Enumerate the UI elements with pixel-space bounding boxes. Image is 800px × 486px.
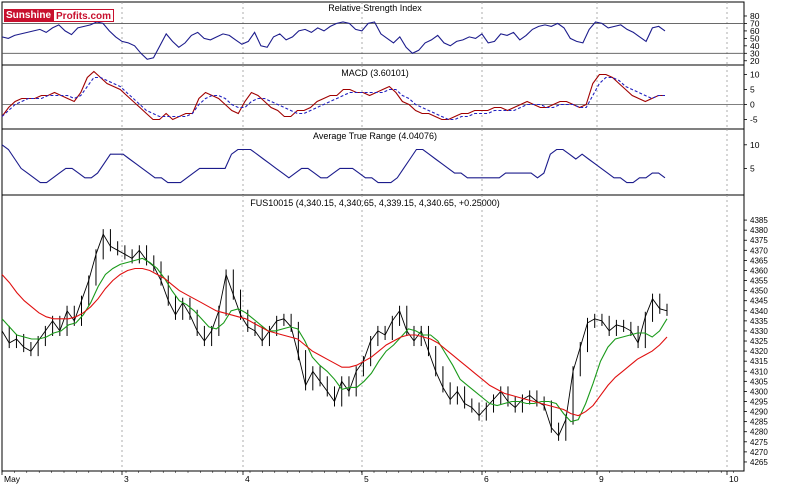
ytick-label-3-19: 4290 <box>750 408 768 417</box>
ytick-label-3-7: 4350 <box>750 287 768 296</box>
ytick-label-1-1: 5 <box>750 85 755 95</box>
ytick-label-3-20: 4285 <box>750 418 768 427</box>
ytick-label-3-12: 4325 <box>750 337 768 346</box>
ytick-label-3-9: 4340 <box>750 307 768 316</box>
ytick-label-3-4: 4365 <box>750 256 768 265</box>
ytick-label-3-8: 4345 <box>750 297 768 306</box>
price-title: FUS10015 (4,340.15, 4,340.65, 4,339.15, … <box>250 198 499 208</box>
ytick-label-3-13: 4320 <box>750 347 768 356</box>
ytick-label-3-3: 4370 <box>750 246 768 255</box>
ytick-label-3-11: 4330 <box>750 327 768 336</box>
ytick-label-3-22: 4275 <box>750 438 768 447</box>
ytick-label-3-15: 4310 <box>750 367 768 376</box>
series-line-1-0 <box>1 70 665 121</box>
ytick-label-3-18: 4295 <box>750 397 768 406</box>
ytick-label-2-0: 10 <box>750 140 760 150</box>
ytick-label-3-17: 4300 <box>750 387 768 396</box>
ytick-label-3-23: 4270 <box>750 448 768 457</box>
logo-part-1: Sunshine <box>4 9 54 22</box>
ytick-label-3-10: 4335 <box>750 317 768 326</box>
xtick-label-6: 10 <box>729 474 739 484</box>
xtick-label-5: 9 <box>599 474 604 484</box>
ytick-label-1-0: 10 <box>750 70 760 80</box>
ytick-label-3-16: 4305 <box>750 377 768 386</box>
ytick-label-0-1: 70 <box>750 18 760 28</box>
ytick-label-0-6: 20 <box>750 56 760 66</box>
rsi-title: Relative Strength Index <box>328 3 422 13</box>
ytick-label-3-6: 4355 <box>750 277 768 286</box>
ytick-label-0-5: 30 <box>750 48 760 58</box>
xtick-label-4: 6 <box>484 474 489 484</box>
ytick-label-0-2: 60 <box>750 26 760 36</box>
logo-part-2: Profits.com <box>53 9 115 22</box>
ytick-label-3-0: 4385 <box>750 216 768 225</box>
xtick-label-3: 5 <box>364 474 369 484</box>
series-line-0-0 <box>1 21 666 60</box>
series-line-3-2 <box>1 267 668 417</box>
sunshine-profits-logo: Sunshine Profits.com <box>4 9 115 22</box>
ytick-label-3-21: 4280 <box>750 428 768 437</box>
ytick-label-3-24: 4265 <box>750 458 768 467</box>
ytick-label-1-3: -5 <box>750 115 758 125</box>
xtick-label-0: May <box>4 474 21 484</box>
series-line-2-0 <box>1 144 666 184</box>
ytick-label-0-4: 40 <box>750 41 760 51</box>
ytick-label-2-1: 5 <box>750 163 755 173</box>
ytick-label-0-3: 50 <box>750 33 760 43</box>
macd-title: MACD (3.60101) <box>341 68 409 78</box>
ytick-label-3-5: 4360 <box>750 266 768 275</box>
series-line-1-1 <box>1 76 665 121</box>
ytick-label-3-14: 4315 <box>750 357 768 366</box>
atr-title: Average True Range (4.04076) <box>313 131 437 141</box>
ytick-label-1-2: 0 <box>750 100 755 110</box>
ytick-label-3-1: 4380 <box>750 226 768 235</box>
xtick-label-1: 3 <box>124 474 129 484</box>
ytick-label-0-0: 80 <box>750 11 760 21</box>
xtick-label-2: 4 <box>245 474 250 484</box>
ytick-label-3-2: 4375 <box>750 236 768 245</box>
series-line-3-1 <box>1 257 668 423</box>
